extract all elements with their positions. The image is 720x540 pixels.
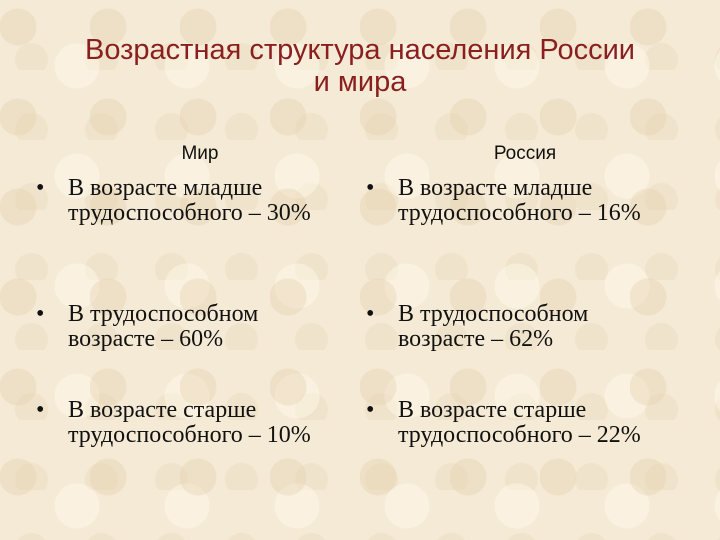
list-item: • В трудоспособном возрасте – 62% xyxy=(366,302,676,352)
list-item-text: В трудоспособном возрасте – 62% xyxy=(398,301,589,352)
bullet-icon: • xyxy=(366,175,375,201)
bullet-icon: • xyxy=(36,301,45,327)
column-heading-russia: Россия xyxy=(493,143,557,164)
bullet-icon: • xyxy=(36,397,45,423)
bullet-icon: • xyxy=(366,301,375,327)
title-line-1: Возрастная структура населения России xyxy=(84,34,635,66)
list-item-text: В возрасте младше трудоспособного – 30% xyxy=(68,175,311,226)
list-item: • В трудоспособном возрасте – 60% xyxy=(36,302,336,352)
list-item: • В возрасте младше трудоспособного – 30… xyxy=(36,176,336,226)
column-heading-world: Мир xyxy=(181,143,219,164)
list-item-text: В возрасте младше трудоспособного – 16% xyxy=(398,175,641,226)
title-line-2: и мира xyxy=(313,66,407,98)
bullet-icon: • xyxy=(36,175,45,201)
list-item: • В возрасте старше трудоспособного – 22… xyxy=(366,398,676,448)
bullet-icon: • xyxy=(366,397,375,423)
list-item: • В возрасте старше трудоспособного – 10… xyxy=(36,398,336,448)
list-item-text: В возрасте старше трудоспособного – 22% xyxy=(398,397,641,448)
list-item-text: В трудоспособном возрасте – 60% xyxy=(68,301,259,352)
slide-title: Возрастная структура населения России и … xyxy=(0,34,720,98)
list-item: • В возрасте младше трудоспособного – 16… xyxy=(366,176,676,226)
list-item-text: В возрасте старше трудоспособного – 10% xyxy=(68,397,311,448)
